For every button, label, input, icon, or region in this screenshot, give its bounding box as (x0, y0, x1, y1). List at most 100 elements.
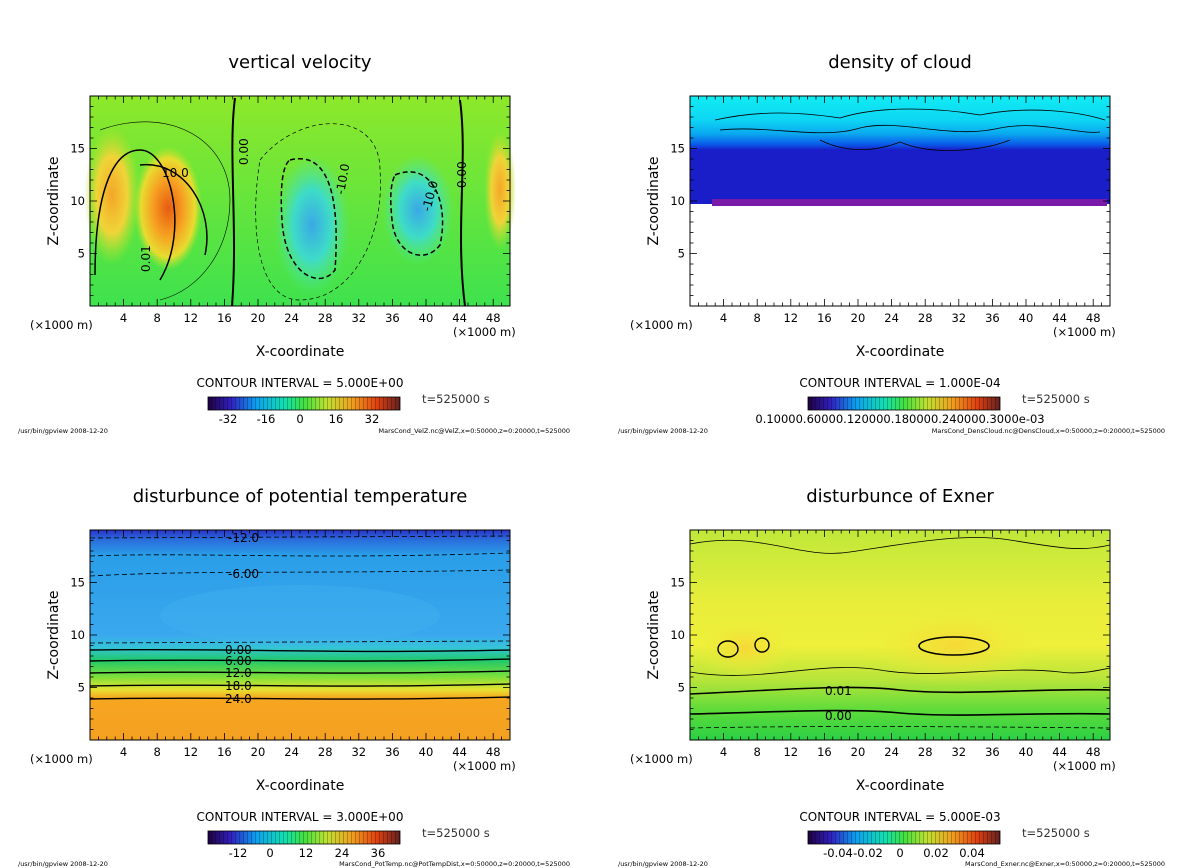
y-tick-label: 5 (678, 247, 685, 261)
panel-title: disturbunce of potential temperature (133, 486, 468, 507)
panel-vertical-velocity: vertical velocity 10.0 0.00 -10.0 -10.0 … (18, 52, 570, 435)
x-tick-label: 24 (284, 745, 299, 759)
x-tick-label: 28 (318, 311, 333, 325)
colorbar-tick: 16 (329, 412, 344, 426)
x-axis-label: X-coordinate (856, 778, 945, 794)
heatmap-field (690, 530, 1110, 740)
y-axis-ticks: 5 10 15 (70, 106, 510, 296)
heatmap-field (690, 96, 1110, 306)
x-tick-label: 4 (120, 311, 127, 325)
footer-right: MarsCond_DensCloud.nc@DensCloud,x=0:5000… (932, 427, 1165, 435)
panel-title: density of cloud (828, 52, 972, 73)
y-tick-label: 10 (670, 194, 685, 208)
x-tick-label: 20 (251, 745, 266, 759)
contour-label: 0.01 (139, 245, 153, 272)
y-tick-label: 10 (70, 194, 85, 208)
y-unit-label: (×1000 m) (453, 325, 516, 339)
x-unit-label: (×1000 m) (30, 752, 93, 766)
colorbar-tick: 0 (896, 846, 903, 860)
y-unit-label: (×1000 m) (1053, 759, 1116, 773)
x-tick-label: 48 (486, 745, 501, 759)
contour-labels: 0.01 0.00 (825, 684, 852, 723)
x-tick-label: 32 (351, 311, 366, 325)
contour-labels: 10.0 0.00 -10.0 -10.0 0.00 0.01 (139, 138, 469, 272)
x-tick-label: 20 (851, 311, 866, 325)
x-axis-ticks: 4 8 12 16 20 24 28 32 36 40 44 48 (98, 96, 503, 325)
panel-density-of-cloud: density of cloud 4 8 12 16 20 24 28 32 36 40 44 48 … (618, 52, 1165, 435)
x-tick-label: 12 (783, 745, 798, 759)
x-tick-label: 32 (351, 745, 366, 759)
y-tick-label: 15 (670, 576, 685, 590)
contour-interval: CONTOUR INTERVAL = 1.000E-04 (799, 376, 1000, 390)
x-axis-ticks: 4 8 12 16 20 24 28 32 36 40 44 48 (698, 96, 1102, 325)
x-tick-label: 44 (1052, 311, 1067, 325)
contour-label: 10.0 (162, 166, 189, 180)
x-axis-ticks: 4 8 12 16 20 24 28 32 36 40 44 48 (98, 530, 503, 759)
y-tick-label: 5 (678, 681, 685, 695)
x-tick-label: 48 (1086, 745, 1101, 759)
x-tick-label: 48 (1086, 311, 1101, 325)
colorbar: -0.04 -0.02 0 0.02 0.04 (807, 830, 1001, 860)
contour-label: -6.00 (228, 567, 259, 581)
y-tick-label: 5 (78, 681, 85, 695)
footer-left: /usr/bin/gpview 2008-12-20 (618, 860, 708, 868)
x-tick-label: 40 (1019, 745, 1034, 759)
x-tick-label: 36 (385, 311, 400, 325)
panel-title: disturbunce of Exner (806, 486, 994, 507)
y-unit-label: (×1000 m) (453, 759, 516, 773)
colorbar-tick: 36 (371, 846, 386, 860)
x-tick-label: 32 (951, 745, 966, 759)
x-tick-label: 44 (452, 745, 467, 759)
x-unit-label: (×1000 m) (630, 318, 693, 332)
contour-labels: -12.0 -6.00 0.00 6.00 12.0 18.0 24.0 (225, 531, 259, 706)
contour-label: 0.00 (237, 138, 251, 165)
colorbar-tick: 12 (299, 846, 314, 860)
x-tick-label: 12 (183, 745, 198, 759)
time-label: t=525000 s (1022, 826, 1090, 840)
y-axis-ticks: 5 10 15 (670, 106, 1110, 296)
contour-label: -10.0 (333, 162, 352, 195)
x-tick-label: 20 (851, 745, 866, 759)
x-tick-label: 36 (985, 311, 1000, 325)
x-tick-label: 16 (817, 745, 832, 759)
footer-left: /usr/bin/gpview 2008-12-20 (18, 427, 108, 435)
contour-lines (689, 537, 1111, 729)
x-tick-label: 28 (918, 745, 933, 759)
y-axis-label: Z-coordinate (46, 590, 62, 679)
contour-label: 0.00 (455, 161, 469, 188)
x-tick-label: 44 (452, 311, 467, 325)
x-tick-label: 44 (1052, 745, 1067, 759)
panel-exner: disturbunce of Exner 0.01 0.00 4 8 12 16 20 2… (618, 486, 1165, 868)
y-axis-label: Z-coordinate (46, 156, 62, 245)
footer-right: MarsCond_PotTemp.nc@PotTempDist,x=0:5000… (339, 860, 570, 868)
colorbar-tick: 32 (365, 412, 380, 426)
footer-left: /usr/bin/gpview 2008-12-20 (18, 860, 108, 868)
x-tick-label: 40 (419, 745, 434, 759)
time-label: t=525000 s (422, 826, 490, 840)
x-tick-label: 40 (1019, 311, 1034, 325)
y-axis-label: Z-coordinate (646, 156, 662, 245)
panel-title: vertical velocity (228, 52, 372, 73)
colorbar-tick: -0.02 (853, 846, 883, 860)
x-tick-label: 36 (985, 745, 1000, 759)
colorbar-tick: 0.02 (923, 846, 949, 860)
footer-left: /usr/bin/gpview 2008-12-20 (618, 427, 708, 435)
contour-label: 18.0 (225, 679, 252, 693)
colorbar: -12 0 12 24 36 (207, 830, 401, 860)
footer-right: MarsCond_Exner.nc@Exner,x=0:50000,z=0:20… (965, 860, 1165, 868)
x-tick-label: 28 (318, 745, 333, 759)
colorbar-tick: -16 (257, 412, 276, 426)
y-axis-ticks: 5 10 15 (70, 540, 510, 730)
x-tick-label: 16 (217, 745, 232, 759)
x-tick-label: 8 (154, 311, 161, 325)
colorbar-tick: -12 (229, 846, 248, 860)
x-tick-label: 24 (884, 745, 899, 759)
contour-lines (714, 108, 1106, 151)
x-tick-label: 48 (486, 311, 501, 325)
x-unit-label: (×1000 m) (30, 318, 93, 332)
colorbar-tick: -0.04 (823, 846, 853, 860)
contour-label: 0.01 (825, 684, 852, 698)
x-tick-label: 4 (720, 311, 727, 325)
contour-lines (89, 535, 511, 700)
